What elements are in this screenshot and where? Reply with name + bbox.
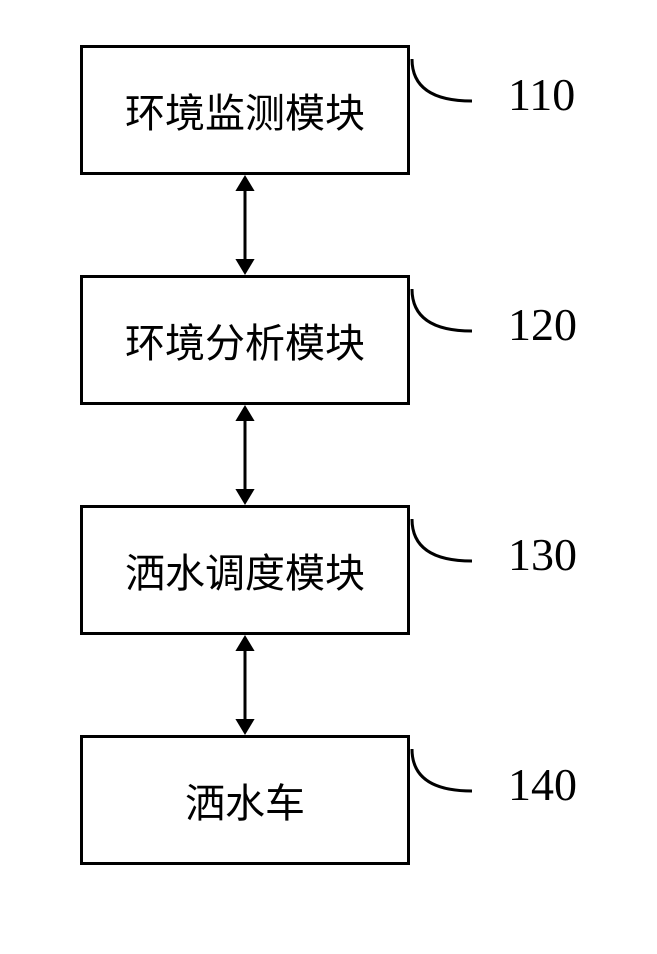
arrow-head-icon [235,259,254,275]
flowchart-node: 洒水车 [80,735,410,865]
flowchart-node: 洒水调度模块 [80,505,410,635]
arrow-head-icon [235,175,254,191]
callout-label: 110 [508,68,575,121]
arrow-head-icon [235,719,254,735]
flowchart-node-label: 环境监测模块 [125,81,365,139]
callout-connector [412,59,472,101]
callout-label: 130 [508,528,577,581]
callout-connector [412,749,472,791]
flowchart-node-label: 洒水调度模块 [125,541,365,599]
flowchart-node: 环境监测模块 [80,45,410,175]
callout-label: 120 [508,298,577,351]
flowchart-node: 环境分析模块 [80,275,410,405]
diagram-canvas: 环境监测模块 110 环境分析模块 120 洒水调度模块 130 洒水车 140 [0,0,657,954]
callout-connector [412,289,472,331]
flowchart-node-label: 环境分析模块 [125,311,365,369]
callout-connector [412,519,472,561]
arrow-head-icon [235,635,254,651]
flowchart-node-label: 洒水车 [185,771,305,829]
callout-label: 140 [508,758,577,811]
arrow-head-icon [235,489,254,505]
arrow-head-icon [235,405,254,421]
